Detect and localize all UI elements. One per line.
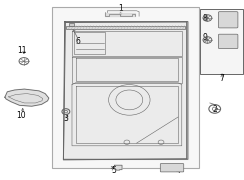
- FancyBboxPatch shape: [218, 12, 238, 28]
- Polygon shape: [115, 165, 122, 170]
- Bar: [200, 9, 243, 74]
- Text: 2: 2: [212, 105, 217, 114]
- Text: 5: 5: [111, 166, 116, 175]
- Text: 3: 3: [63, 114, 68, 123]
- FancyBboxPatch shape: [160, 164, 184, 172]
- Polygon shape: [5, 89, 49, 106]
- Text: 10: 10: [17, 111, 26, 120]
- Text: 11: 11: [17, 46, 26, 55]
- FancyBboxPatch shape: [218, 34, 238, 49]
- Bar: [69, 23, 74, 26]
- Text: 6: 6: [76, 37, 81, 46]
- Text: 8: 8: [203, 14, 207, 23]
- Polygon shape: [63, 22, 188, 159]
- Text: 1: 1: [118, 4, 123, 13]
- Text: 9: 9: [203, 33, 207, 42]
- Bar: [52, 7, 199, 168]
- Polygon shape: [63, 22, 187, 160]
- Bar: [66, 26, 185, 29]
- Text: 4: 4: [176, 166, 181, 175]
- Text: 7: 7: [220, 74, 224, 83]
